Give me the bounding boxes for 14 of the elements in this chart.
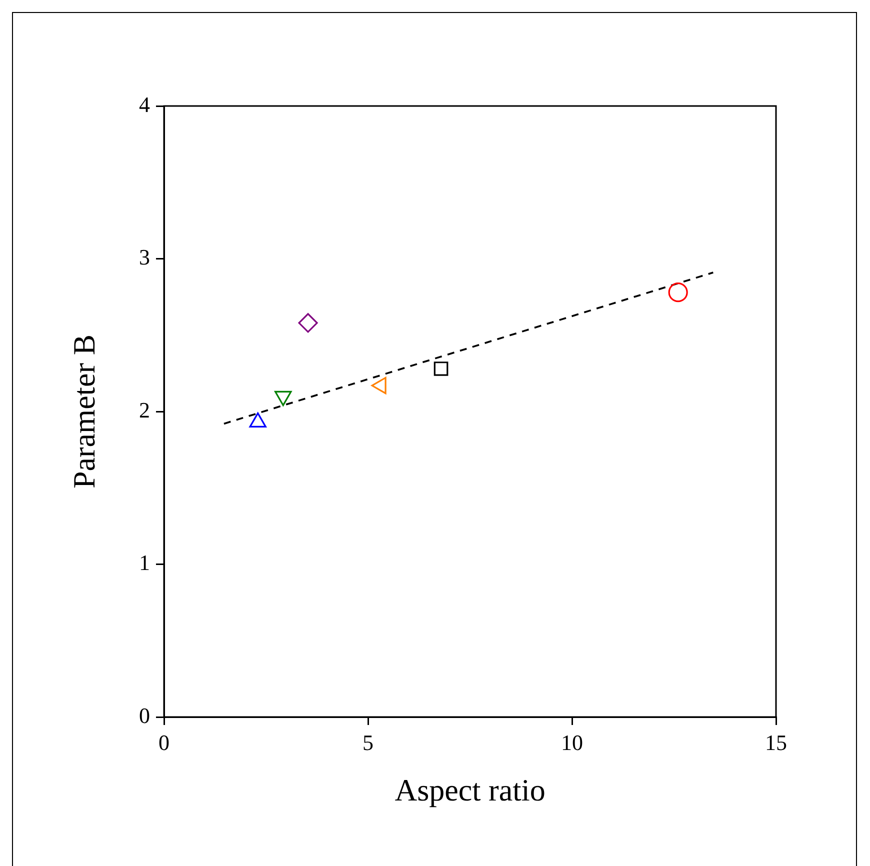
x-tick-label: 5 bbox=[362, 730, 374, 755]
y-tick-label: 4 bbox=[139, 92, 150, 117]
y-tick-label: 3 bbox=[139, 244, 150, 270]
y-tick-label: 0 bbox=[139, 702, 150, 728]
y-tick-label: 1 bbox=[139, 550, 150, 576]
y-axis-title: Parameter B bbox=[66, 334, 102, 489]
point bbox=[668, 282, 688, 302]
point bbox=[298, 313, 318, 333]
point bbox=[434, 362, 448, 376]
y-tick-label: 2 bbox=[139, 397, 150, 422]
x-axis-title: Aspect ratio bbox=[394, 772, 546, 808]
x-tick-label: 0 bbox=[158, 730, 170, 755]
x-tick-label: 10 bbox=[561, 730, 583, 755]
x-tick-label: 15 bbox=[765, 730, 787, 755]
